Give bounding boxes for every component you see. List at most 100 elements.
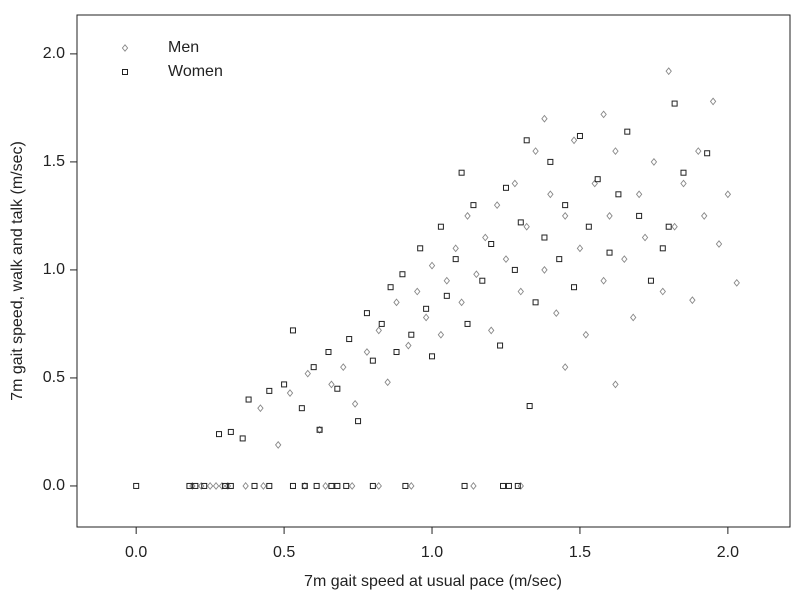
- point: [497, 342, 504, 349]
- point: [189, 482, 196, 490]
- point: [576, 244, 584, 253]
- point: [437, 330, 445, 339]
- point: [310, 364, 317, 371]
- point: [343, 482, 350, 489]
- point: [346, 336, 353, 343]
- point: [612, 147, 619, 156]
- point: [591, 179, 598, 188]
- point: [437, 223, 444, 230]
- point: [408, 331, 415, 338]
- point: [709, 97, 717, 106]
- point: [671, 222, 678, 231]
- point: [192, 482, 199, 489]
- legend-marker: [121, 44, 129, 52]
- point: [502, 255, 510, 264]
- point: [532, 147, 539, 156]
- x-tick-label: 1.5: [569, 544, 591, 561]
- point: [680, 179, 687, 188]
- point: [355, 418, 362, 425]
- point: [659, 287, 666, 296]
- point: [405, 341, 412, 350]
- plot-frame: [76, 14, 791, 528]
- point: [452, 244, 459, 253]
- point: [585, 223, 592, 230]
- point: [594, 176, 601, 183]
- point: [216, 431, 223, 438]
- point: [695, 147, 702, 156]
- point: [561, 211, 569, 220]
- point: [473, 270, 480, 279]
- point: [532, 299, 539, 306]
- point: [547, 158, 554, 165]
- point: [201, 482, 208, 489]
- point: [541, 234, 548, 241]
- point: [221, 482, 228, 489]
- point: [304, 369, 311, 378]
- point: [624, 128, 631, 135]
- point: [514, 482, 521, 489]
- point: [286, 389, 294, 397]
- point: [266, 482, 273, 489]
- point: [363, 348, 371, 356]
- x-tick-label: 1.0: [421, 544, 443, 561]
- point: [671, 100, 678, 107]
- point: [541, 114, 548, 123]
- point: [443, 276, 450, 285]
- point: [659, 245, 666, 252]
- point: [733, 278, 740, 287]
- point: [281, 381, 288, 388]
- point: [328, 380, 335, 389]
- point: [301, 482, 308, 490]
- point: [274, 440, 282, 449]
- point: [417, 245, 424, 252]
- point: [576, 132, 583, 139]
- point: [488, 240, 495, 247]
- point: [647, 277, 654, 284]
- point: [402, 482, 409, 489]
- point: [260, 482, 267, 490]
- point: [322, 482, 329, 490]
- legend-marker: [122, 69, 128, 75]
- point: [206, 482, 214, 490]
- point: [665, 67, 672, 76]
- point: [369, 357, 376, 364]
- point: [133, 482, 140, 489]
- point: [553, 309, 560, 318]
- point: [218, 482, 226, 490]
- point: [423, 305, 430, 312]
- point: [224, 482, 232, 490]
- point: [227, 482, 234, 489]
- point: [541, 266, 548, 274]
- point: [517, 219, 524, 226]
- point: [227, 428, 234, 435]
- point: [635, 190, 643, 199]
- point: [348, 482, 356, 490]
- point: [461, 482, 468, 489]
- point: [351, 399, 359, 408]
- point: [328, 482, 335, 489]
- point: [408, 482, 415, 490]
- point: [665, 223, 672, 230]
- point: [340, 363, 347, 372]
- point: [387, 284, 394, 291]
- point: [334, 482, 341, 489]
- x-tick-label: 0.5: [273, 544, 295, 561]
- point: [428, 261, 436, 270]
- point: [612, 380, 619, 389]
- point: [414, 287, 421, 296]
- point: [505, 482, 512, 489]
- point: [393, 298, 400, 307]
- point: [452, 256, 459, 263]
- point: [289, 482, 296, 489]
- point: [570, 136, 578, 145]
- y-tick-label: 0.5: [43, 369, 65, 386]
- point: [422, 313, 430, 322]
- point: [641, 233, 649, 242]
- point: [511, 179, 519, 188]
- point: [582, 330, 590, 339]
- point: [715, 240, 723, 248]
- point: [369, 482, 376, 489]
- point: [600, 110, 607, 119]
- point: [606, 211, 613, 220]
- x-tick-label: 2.0: [717, 544, 739, 561]
